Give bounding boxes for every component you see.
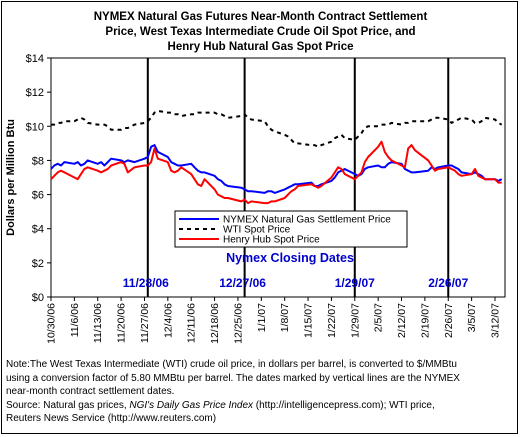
chart-title-line-2: Price, West Texas Intermediate Crude Oil…: [105, 26, 416, 38]
closing-date-label: 2/26/07: [428, 276, 468, 290]
x-tick-label: 1/22/07: [326, 303, 338, 338]
y-tick-label: $14: [26, 53, 44, 65]
x-tick-label: 12/18/06: [209, 303, 221, 344]
note-line-3: near-month contract settlement dates.: [6, 386, 175, 398]
x-tick-label: 12/25/06: [232, 303, 244, 344]
x-tick-label: 11/6/06: [69, 303, 81, 337]
source-italic: NGI's Daily Gas Price Index: [129, 399, 254, 411]
x-tick-label: 1/1/07: [256, 303, 268, 332]
series-line-1: [50, 144, 503, 194]
legend-label: NYMEX Natural Gas Settlement Price: [223, 215, 391, 226]
x-tick-label: 12/11/06: [186, 303, 198, 343]
source-prefix: Source: Natural gas prices,: [6, 399, 130, 411]
source-line-2: Reuters News Service (http://www.reuters…: [6, 413, 217, 425]
y-tick-label: $0: [32, 292, 44, 304]
x-tick-label: 11/27/06: [139, 303, 151, 343]
y-tick-label: $4: [32, 224, 44, 236]
plot-area: [50, 57, 506, 298]
legend-label: Henry Hub Spot Price: [223, 235, 320, 246]
x-tick-label: 2/19/07: [419, 303, 431, 338]
legend-label: WTI Spot Price: [223, 225, 291, 236]
y-axis-label: Dollars per Million Btu: [5, 119, 17, 236]
series-line-3: [50, 140, 502, 205]
x-tick-label: 3/12/07: [489, 303, 501, 338]
y-tick-label: $10: [26, 121, 44, 133]
note-line-2: using a conversion factor of 5.80 MMBtu …: [6, 372, 460, 384]
y-tick-label: $6: [32, 190, 44, 202]
x-tick-label: 11/20/06: [116, 303, 128, 343]
x-tick-label: 11/13/06: [92, 303, 104, 343]
chart-title: NYMEX Natural Gas Futures Near-Month Con…: [0, 10, 521, 55]
closing-date-label: 11/28/06: [123, 276, 169, 290]
closing-dates-label: Nymex Closing Dates: [226, 251, 354, 265]
x-tick-label: 1/8/07: [279, 303, 291, 332]
y-tick-label: $2: [32, 258, 44, 270]
note-text: Note:The West Texas Intermediate (WTI) c…: [6, 358, 514, 426]
y-tick-label: $8: [32, 155, 44, 167]
x-tick-label: 12/4/06: [162, 303, 174, 338]
series-line-2: [51, 109, 503, 148]
chart-title-line-3: Henry Hub Natural Gas Spot Price: [167, 41, 354, 53]
x-tick-label: 3/5/07: [466, 303, 478, 332]
x-tick-label: 2/26/07: [443, 303, 455, 338]
y-tick-label: $12: [26, 87, 44, 99]
x-tick-label: 1/29/07: [349, 303, 361, 338]
chart-title-line-1: NYMEX Natural Gas Futures Near-Month Con…: [93, 11, 428, 23]
closing-date-label: 12/27/06: [219, 276, 266, 290]
x-tick-label: 2/12/07: [396, 303, 408, 338]
source-line-1: Source: Natural gas prices, NGI's Daily …: [6, 399, 514, 413]
x-tick-label: 10/30/06: [46, 303, 58, 344]
x-tick-label: 1/15/07: [303, 303, 315, 338]
source-suffix: (http://intelligencepress.com); WTI pric…: [253, 399, 435, 411]
note-line-1: Note:The West Texas Intermediate (WTI) c…: [6, 359, 457, 370]
closing-date-label: 1/29/07: [335, 276, 375, 290]
x-tick-label: 2/5/07: [373, 303, 385, 332]
